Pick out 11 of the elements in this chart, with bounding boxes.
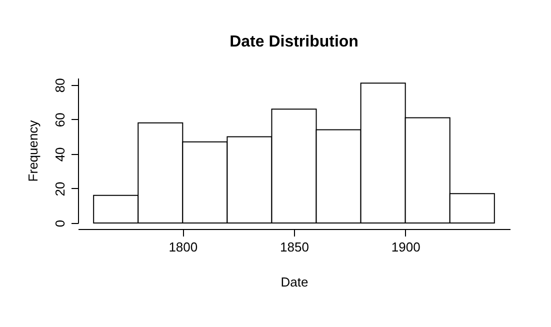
x-axis-title: Date	[280, 274, 308, 290]
y-tick-label: 60	[52, 112, 68, 128]
y-tick-label: 80	[52, 78, 68, 93]
x-tick-label: 1900	[391, 240, 420, 254]
y-tick-label: 20	[52, 182, 68, 196]
x-tick-label: 1850	[280, 240, 309, 254]
y-axis-title: Frequency	[26, 120, 40, 182]
y-tick-label: 40	[52, 147, 68, 162]
x-tick-label: 1800	[168, 240, 198, 254]
y-tick-label: 0	[52, 220, 68, 228]
chart-title: Date Distribution	[230, 34, 358, 51]
